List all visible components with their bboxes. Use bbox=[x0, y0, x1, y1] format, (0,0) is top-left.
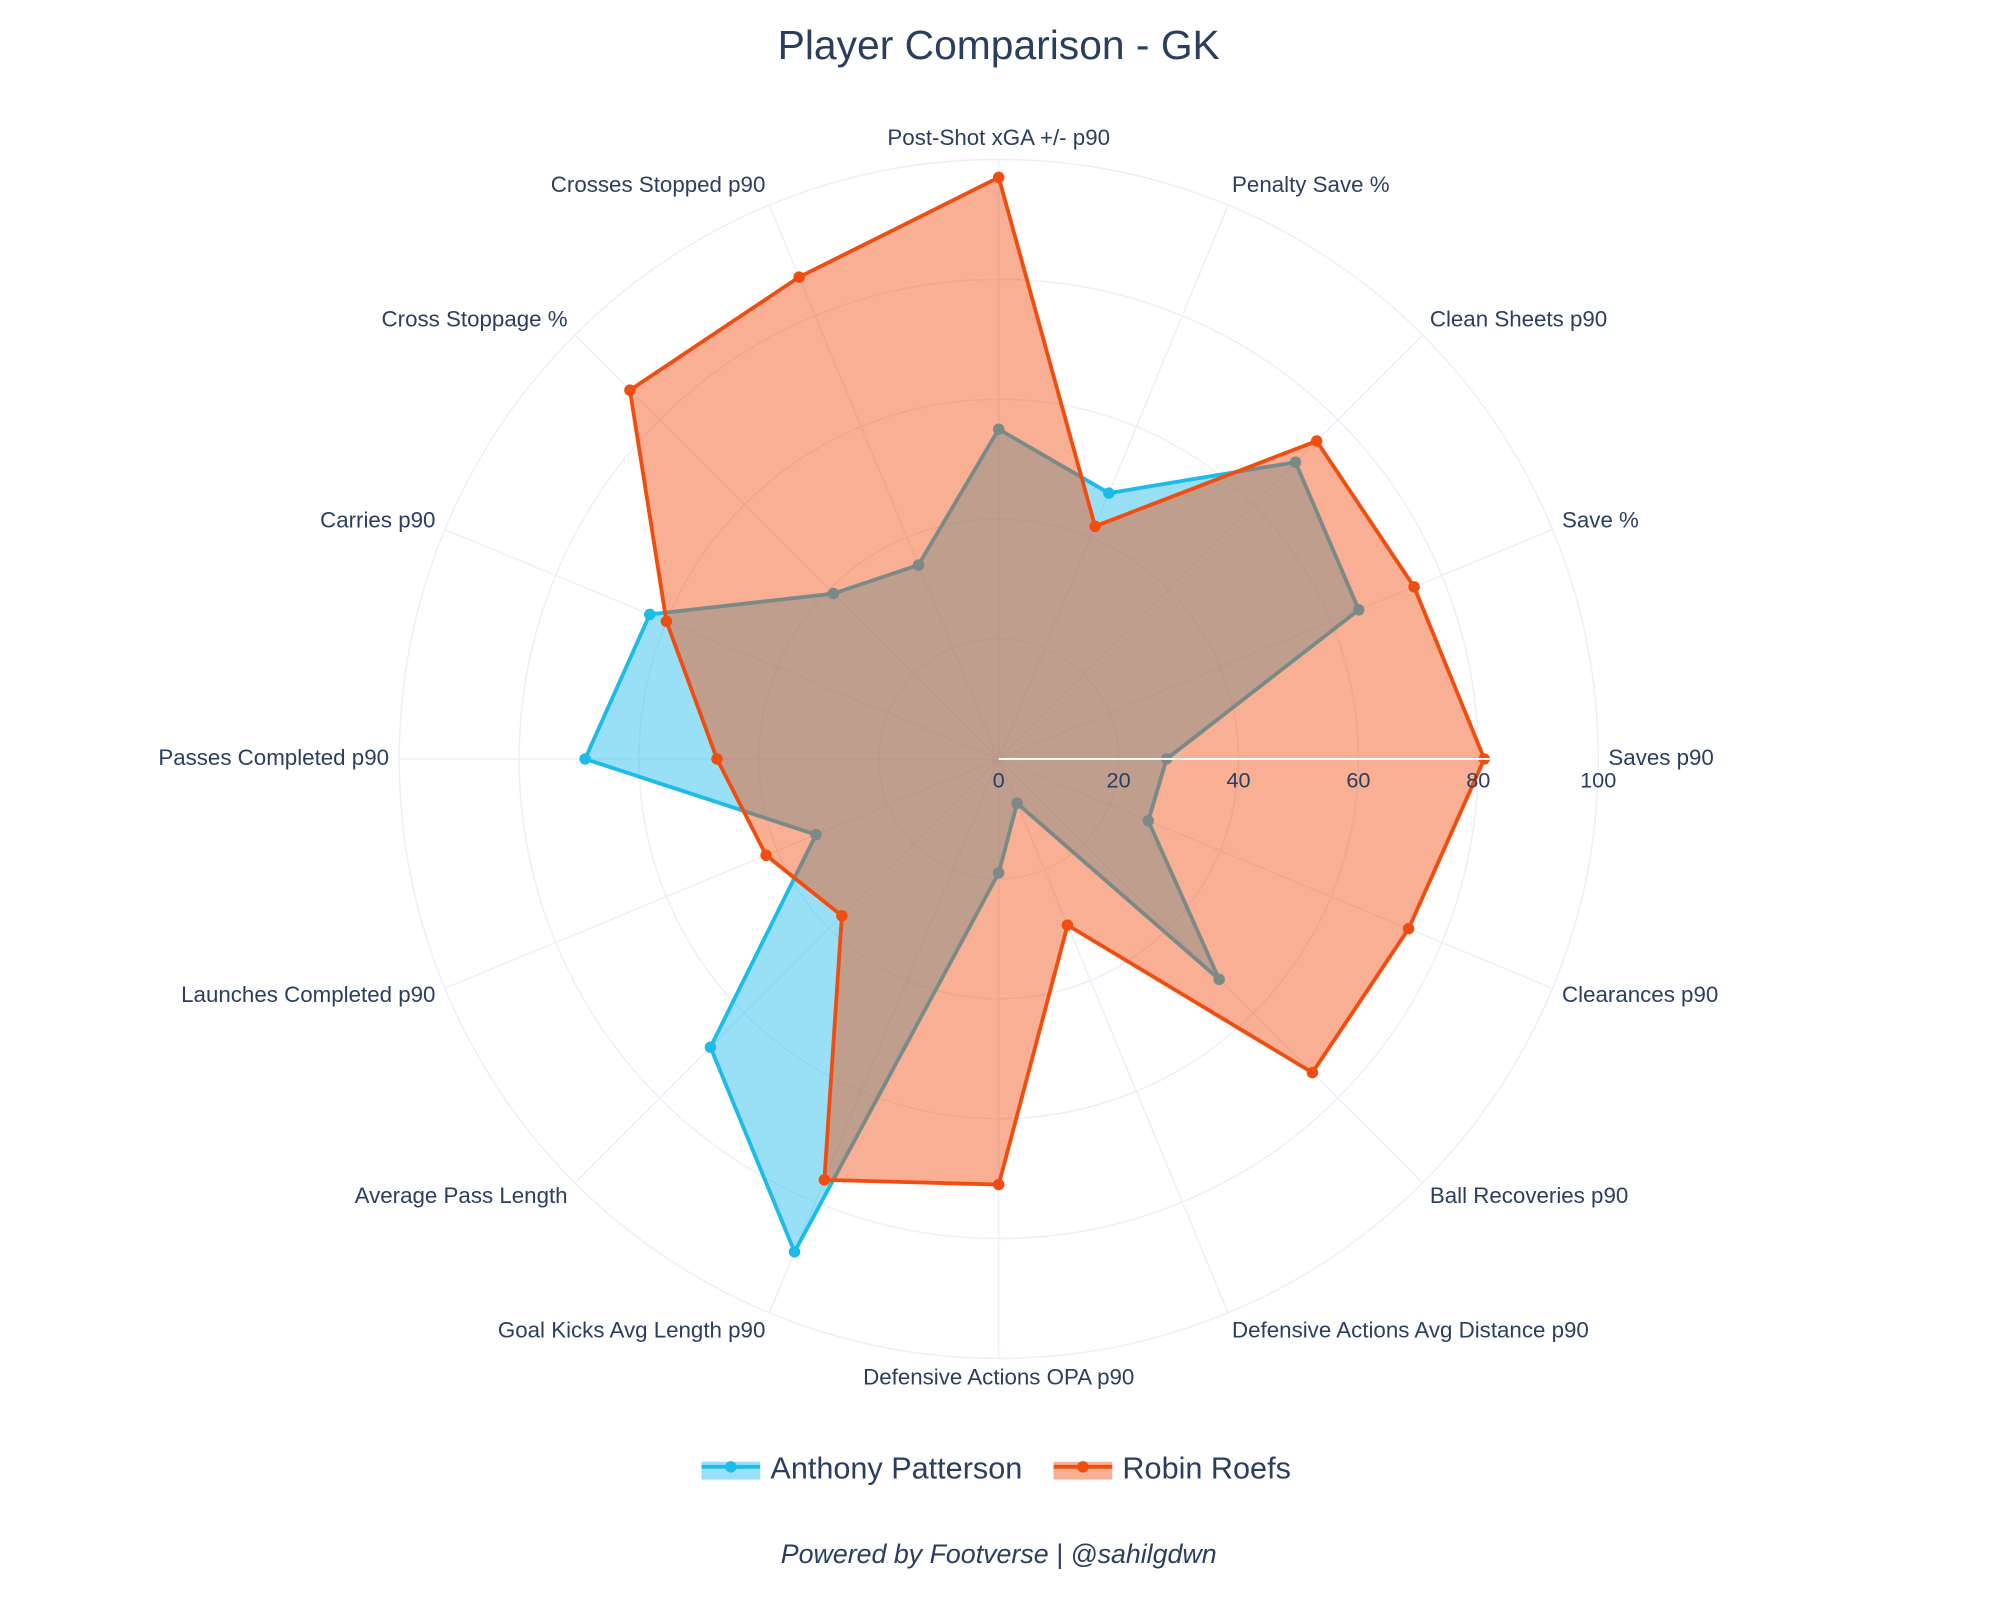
grid bbox=[398, 158, 1599, 1360]
data-point bbox=[711, 753, 723, 765]
category-label: Goal Kicks Avg Length p90 bbox=[498, 1318, 766, 1343]
category-label: Carries p90 bbox=[320, 508, 435, 533]
legend-label: Robin Roefs bbox=[1122, 1452, 1290, 1486]
spoke bbox=[998, 334, 1424, 760]
r-tick-label: 100 bbox=[1580, 768, 1616, 793]
category-label: Penalty Save % bbox=[1232, 172, 1390, 197]
legend: Anthony Patterson Robin Roefs bbox=[701, 1452, 1291, 1486]
legend-label: Anthony Patterson bbox=[770, 1452, 1022, 1486]
data-point bbox=[1352, 604, 1365, 616]
data-point bbox=[836, 910, 848, 922]
spoke bbox=[998, 204, 1229, 760]
data-point bbox=[992, 867, 1005, 879]
category-label: Saves p90 bbox=[1608, 745, 1713, 770]
legend-marker bbox=[725, 1461, 737, 1473]
category-label: Crosses Stopped p90 bbox=[551, 172, 766, 197]
category-label: Cross Stoppage % bbox=[382, 306, 568, 331]
data-point bbox=[644, 608, 656, 621]
r-tick-label: 0 bbox=[993, 768, 1005, 793]
category-label: Clearances p90 bbox=[1562, 982, 1718, 1007]
data-point bbox=[1089, 520, 1101, 533]
spoke bbox=[444, 528, 1000, 760]
data-point bbox=[1289, 456, 1302, 468]
spoke bbox=[574, 758, 1000, 1184]
data-point bbox=[760, 849, 772, 862]
data-point bbox=[660, 615, 673, 628]
data-point bbox=[1402, 922, 1415, 935]
data-point bbox=[579, 753, 591, 765]
data-point bbox=[992, 1178, 1005, 1191]
category-label: Clean Sheets p90 bbox=[1430, 306, 1607, 331]
category-label: Post-Shot xGA +/- p90 bbox=[887, 125, 1110, 150]
plot-area bbox=[579, 171, 1599, 1258]
r-tick-label: 60 bbox=[1346, 768, 1370, 793]
spoke bbox=[998, 528, 1553, 760]
data-point bbox=[810, 828, 822, 841]
chart-title: Player Comparison - GK bbox=[778, 22, 1220, 68]
data-point bbox=[1213, 973, 1225, 986]
category-label: Ball Recoveries p90 bbox=[1430, 1183, 1628, 1208]
data-point bbox=[1061, 919, 1074, 931]
category-label: Passes Completed p90 bbox=[158, 745, 389, 770]
data-point bbox=[827, 587, 840, 600]
category-label: Defensive Actions OPA p90 bbox=[863, 1365, 1134, 1390]
data-point bbox=[992, 171, 1005, 184]
spoke bbox=[574, 334, 1000, 760]
category-label: Defensive Actions Avg Distance p90 bbox=[1232, 1318, 1589, 1343]
data-point bbox=[1103, 487, 1115, 499]
category-label: Average Pass Length bbox=[355, 1183, 568, 1208]
legend-marker bbox=[1077, 1461, 1089, 1473]
data-point bbox=[992, 423, 1005, 435]
data-point bbox=[1142, 815, 1155, 827]
data-point bbox=[704, 1041, 717, 1053]
data-point bbox=[1306, 1066, 1319, 1079]
r-tick-label: 40 bbox=[1226, 768, 1250, 793]
data-point bbox=[818, 1174, 831, 1186]
footer: Powered by Footverse | @sahilgdwn bbox=[781, 1539, 1217, 1569]
data-point bbox=[1011, 797, 1023, 809]
category-label: Launches Completed p90 bbox=[181, 982, 435, 1007]
spoke bbox=[768, 204, 1000, 760]
r-tick-label: 20 bbox=[1107, 768, 1131, 793]
r-tick-label: 80 bbox=[1466, 768, 1490, 793]
spoke bbox=[444, 758, 1000, 990]
data-point bbox=[1408, 581, 1420, 593]
data-point bbox=[1310, 435, 1323, 447]
spoke bbox=[768, 758, 1000, 1314]
spoke bbox=[998, 758, 1553, 990]
data-point bbox=[624, 384, 636, 396]
data-point bbox=[793, 271, 805, 283]
category-label: Save % bbox=[1562, 508, 1639, 533]
spoke bbox=[998, 758, 1229, 1314]
data-point bbox=[912, 559, 925, 571]
data-point bbox=[788, 1246, 801, 1258]
